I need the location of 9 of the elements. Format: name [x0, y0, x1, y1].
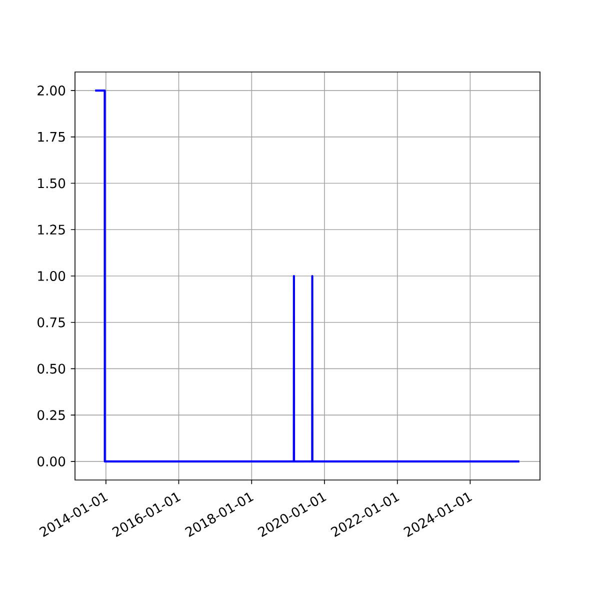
y-tick-label: 0.50 [38, 364, 66, 374]
y-tick-label: 1.75 [38, 132, 65, 142]
y-tick-label: 1.25 [38, 224, 65, 235]
y-tick-label: 0.00 [38, 456, 66, 466]
y-tick-label: 0.75 [38, 317, 65, 328]
y-tick-label: 0.25 [38, 410, 65, 420]
y-tick-label: 1.50 [38, 178, 66, 188]
y-tick-label: 1.00 [38, 271, 66, 281]
y-tick-label: 2.00 [38, 86, 66, 96]
